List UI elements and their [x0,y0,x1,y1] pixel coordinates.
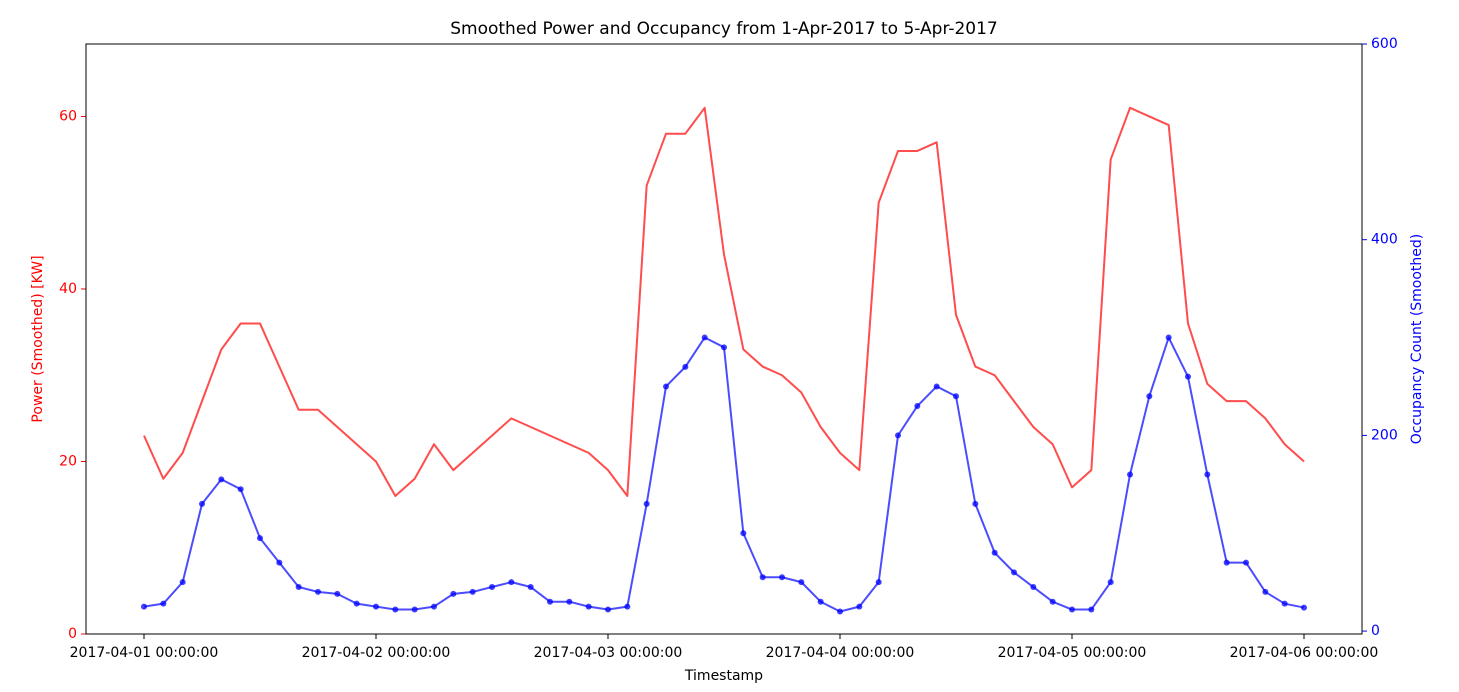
series-marker [141,603,147,610]
series-marker [1223,559,1230,566]
chart-title: Smoothed Power and Occupancy from 1-Apr-… [450,19,998,39]
series-marker [450,590,457,597]
series-marker [933,383,940,390]
series-marker [295,584,302,591]
series-marker [663,383,669,390]
series-marker [1165,334,1172,341]
y2-tick-label: 0 [1371,623,1380,639]
series-marker [740,530,747,537]
x-axis-label: Timestamp [684,668,763,684]
x-tick-label: 2017-04-05 00:00:00 [998,645,1147,661]
series-marker [701,334,708,341]
y-axis-label: Power (Smoothed) [KW] [30,255,46,422]
series-marker [759,574,766,581]
series-marker [179,579,186,586]
series-marker [527,584,534,591]
series-marker [953,393,959,400]
series-marker [605,606,611,613]
series-marker [237,486,244,493]
series-marker [257,535,263,542]
series-marker [837,608,843,615]
series-marker [1030,584,1037,591]
series-marker [1185,373,1191,380]
series-marker [315,588,321,595]
series-marker [1049,598,1056,605]
series-marker [643,500,650,507]
series-marker [721,344,727,351]
y2-tick-label: 400 [1371,232,1398,248]
x-tick-label: 2017-04-04 00:00:00 [766,645,915,661]
series-marker [1069,606,1075,613]
series-marker [895,432,901,439]
y-tick-label: 0 [68,626,77,642]
series-marker [431,603,437,610]
x-tick-label: 2017-04-06 00:00:00 [1230,645,1379,661]
y-tick-label: 20 [59,453,77,469]
series-marker [489,584,495,591]
series-marker [972,500,979,507]
series-marker [1281,600,1288,607]
series-marker [1011,569,1017,576]
plot-frame [85,43,1363,635]
series-marker [469,588,476,595]
series-marker [1262,588,1269,595]
series-marker [199,500,205,507]
series-marker [1204,471,1211,478]
series-marker [682,363,689,370]
series-marker [1127,471,1133,478]
series-line [143,106,1305,497]
series-marker [353,600,360,607]
y-tick-label: 40 [59,281,77,297]
y2-tick-label: 600 [1371,36,1398,52]
series-marker [1301,604,1307,611]
series-marker [798,579,805,586]
series-marker [875,579,882,586]
series-marker [1088,606,1095,613]
series-marker [547,598,553,605]
series-marker [779,574,785,581]
series-marker [276,559,283,566]
x-tick-label: 2017-04-03 00:00:00 [534,645,683,661]
x-tick-label: 2017-04-01 00:00:00 [70,645,219,661]
series-marker [624,603,631,610]
y2-axis-label: Occupancy Count (Smoothed) [1409,234,1425,445]
series-marker [566,598,573,605]
series-marker [1107,579,1114,586]
series-marker [817,598,824,605]
series-marker [373,603,379,610]
series-marker [392,606,399,613]
series-marker [1243,559,1249,566]
series-marker [1146,393,1153,400]
series-marker [334,590,341,597]
series-marker [411,606,418,613]
y2-tick-label: 200 [1371,427,1398,443]
series-marker [218,476,225,483]
series-marker [914,403,921,410]
series-marker [856,603,863,610]
series-marker [585,603,592,610]
series-marker [160,600,167,607]
x-tick-label: 2017-04-02 00:00:00 [302,645,451,661]
series-marker [991,549,998,556]
y-tick-label: 60 [59,108,77,124]
series-marker [508,579,515,586]
